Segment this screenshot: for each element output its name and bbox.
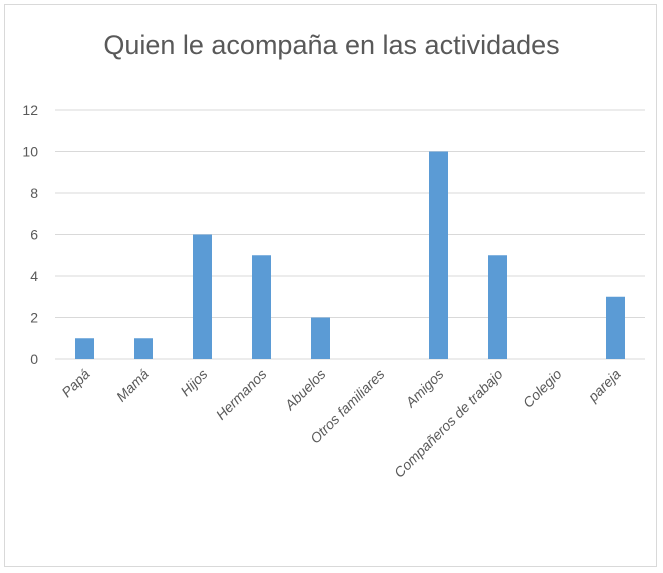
y-tick-label: 6: [30, 227, 38, 243]
y-tick-label: 4: [30, 268, 38, 284]
x-tick-label: Colegio: [520, 366, 565, 411]
bar: [134, 338, 153, 359]
bar: [488, 255, 507, 359]
bar: [606, 296, 625, 359]
bar: [429, 151, 448, 359]
gridlines: [55, 109, 645, 360]
x-tick-label: pareja: [584, 366, 624, 406]
x-tick-label: Abuelos: [281, 366, 329, 414]
x-tick-label: Papá: [58, 366, 93, 401]
chart-title: Quien le acompaña en las actividades: [103, 30, 560, 60]
chart-frame: [4, 4, 657, 567]
x-tick-label: Hermanos: [213, 366, 270, 423]
x-tick-label: Hijos: [177, 366, 210, 399]
bar: [252, 255, 271, 359]
y-tick-label: 0: [30, 351, 38, 367]
bar: [311, 317, 330, 359]
y-tick-label: 2: [30, 310, 38, 326]
y-tick-label: 10: [22, 144, 38, 160]
x-tick-label: Amigos: [402, 366, 447, 411]
y-axis-tick-labels: 0 2 4 6 8 10 12: [22, 102, 38, 367]
bar: [193, 234, 212, 359]
y-tick-label: 8: [30, 185, 38, 201]
bar: [75, 338, 94, 359]
bars: [75, 151, 625, 359]
x-tick-label: Mamá: [113, 366, 152, 405]
x-tick-label: Compañeros de trabajo: [391, 366, 506, 481]
y-tick-label: 12: [22, 102, 38, 118]
